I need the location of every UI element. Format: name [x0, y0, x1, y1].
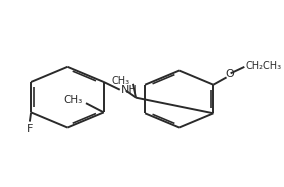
- Text: NH: NH: [121, 85, 138, 95]
- Text: CH₂CH₃: CH₂CH₃: [245, 61, 281, 71]
- Text: O: O: [225, 69, 234, 79]
- Text: CH₃: CH₃: [64, 95, 83, 105]
- Text: CH₃: CH₃: [111, 76, 129, 86]
- Text: F: F: [27, 124, 33, 134]
